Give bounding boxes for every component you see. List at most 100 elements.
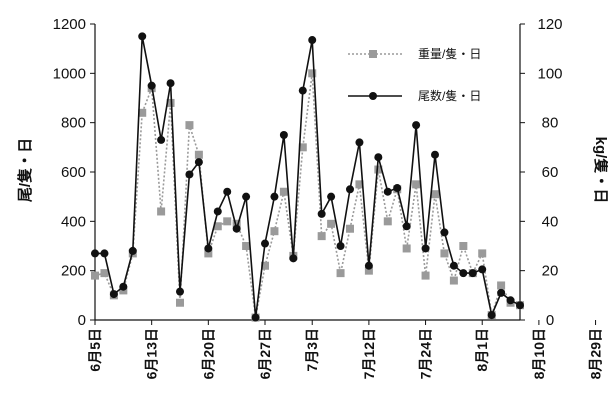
weight-point [412, 180, 421, 189]
weight-point [176, 298, 184, 307]
count-point [497, 288, 506, 297]
y-right-axis-title: kg/隻・日 [592, 137, 608, 204]
count-point [204, 244, 213, 253]
count-point [468, 269, 477, 278]
y-right-tick-label: 60 [542, 164, 559, 181]
count-point [166, 79, 175, 88]
y-right-tick-label: 120 [537, 16, 562, 33]
weight-point [478, 249, 487, 258]
weight-point [138, 108, 147, 117]
x-tick-label: 7月24日 [418, 328, 434, 379]
x-tick-label: 8月1日 [474, 328, 490, 372]
x-tick-label: 7月3日 [304, 328, 320, 372]
count-point [298, 86, 307, 95]
x-tick-label: 6月20日 [200, 328, 216, 379]
weight-point [204, 249, 213, 258]
count-point [270, 192, 279, 201]
count-point [91, 249, 99, 258]
weight-point [440, 249, 449, 258]
weight-point [383, 217, 392, 226]
legend-count-label: 尾数/隻・日 [418, 88, 481, 103]
weight-point [261, 261, 269, 270]
weight-point [421, 271, 430, 280]
count-point [346, 185, 354, 194]
count-point [100, 249, 109, 258]
count-point [185, 170, 194, 179]
y-left-tick-label: 800 [61, 115, 86, 132]
y-left-tick-label: 1200 [53, 16, 86, 33]
count-point [232, 224, 241, 233]
y-left-tick-label: 600 [61, 164, 86, 181]
weight-point [91, 271, 99, 280]
count-point [478, 265, 487, 274]
weight-point [308, 69, 317, 78]
legend-weight-marker [369, 50, 377, 58]
y-right-tick-label: 100 [537, 65, 562, 82]
count-point [128, 246, 137, 255]
count-point [516, 301, 524, 310]
count-point [374, 153, 383, 162]
y-left-tick-label: 400 [61, 213, 86, 230]
weight-point [279, 187, 288, 196]
weight-point [459, 242, 468, 250]
weight-point [449, 276, 458, 285]
y-right-tick-label: 20 [542, 263, 559, 280]
count-point [449, 261, 458, 270]
x-tick-label: 8月10日 [531, 328, 547, 379]
weight-point [270, 227, 279, 236]
weight-point [298, 143, 307, 152]
legend-weight-label: 重量/隻・日 [418, 46, 481, 61]
count-point [487, 311, 496, 320]
weight-point [402, 244, 411, 253]
count-point [317, 209, 326, 218]
y-left-tick-label: 200 [61, 263, 86, 280]
count-point [279, 131, 288, 139]
x-tick-label: 8月29日 [588, 328, 604, 379]
weight-point [346, 224, 354, 233]
count-point [242, 192, 251, 201]
x-tick-label: 6月27日 [257, 328, 273, 379]
weight-point [364, 266, 373, 275]
weight-point [157, 207, 166, 216]
y-left-axis-title: 尾/隻・日 [16, 138, 34, 202]
weight-point [194, 150, 203, 159]
count-point [308, 36, 317, 45]
count-point [138, 32, 147, 41]
weight-point [232, 219, 241, 228]
y-right-tick-label: 80 [542, 115, 559, 132]
count-point [327, 192, 336, 201]
x-tick-label: 7月12日 [361, 328, 377, 379]
weight-point [100, 269, 109, 278]
weight-point [185, 121, 194, 130]
weight-point [336, 269, 345, 278]
y-left-tick-label: 0 [78, 312, 86, 329]
weight-point [374, 165, 383, 174]
weight-point [431, 190, 439, 199]
x-tick-label: 6月13日 [144, 328, 160, 379]
count-point [431, 150, 439, 159]
count-point [261, 239, 269, 248]
y-left-tick-label: 1000 [53, 65, 86, 82]
weight-point [497, 281, 506, 290]
y-right-tick-label: 0 [546, 312, 554, 329]
weight-point [242, 242, 251, 250]
count-point [402, 222, 411, 231]
count-point [109, 290, 118, 299]
weight-point [327, 219, 336, 228]
count-point [355, 138, 364, 147]
y-right-tick-label: 40 [542, 213, 559, 230]
count-point [176, 287, 184, 296]
legend: 重量/隻・日 尾数/隻・日 [348, 46, 481, 103]
x-tick-label: 6月5日 [87, 328, 103, 372]
weight-point [166, 98, 175, 107]
count-point [289, 254, 298, 263]
count-point [440, 228, 449, 237]
weight-point [317, 232, 326, 241]
count-point [194, 158, 203, 167]
count-point [223, 187, 232, 196]
series-line-count [95, 36, 521, 318]
count-point [393, 184, 402, 193]
count-point [119, 282, 128, 291]
count-point [251, 313, 260, 322]
